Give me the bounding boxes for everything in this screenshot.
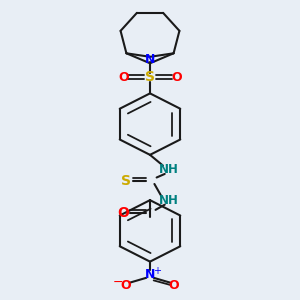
Text: O: O (171, 71, 182, 84)
Text: NH: NH (158, 194, 178, 207)
Text: NH: NH (158, 163, 178, 176)
Text: S: S (122, 174, 131, 188)
Text: O: O (121, 279, 131, 292)
Text: −: − (113, 276, 123, 289)
Text: O: O (118, 206, 129, 220)
Text: S: S (145, 70, 155, 84)
Text: O: O (169, 279, 179, 292)
Text: N: N (145, 268, 155, 281)
Text: N: N (145, 53, 155, 66)
Text: +: + (153, 266, 160, 276)
Text: O: O (118, 71, 129, 84)
